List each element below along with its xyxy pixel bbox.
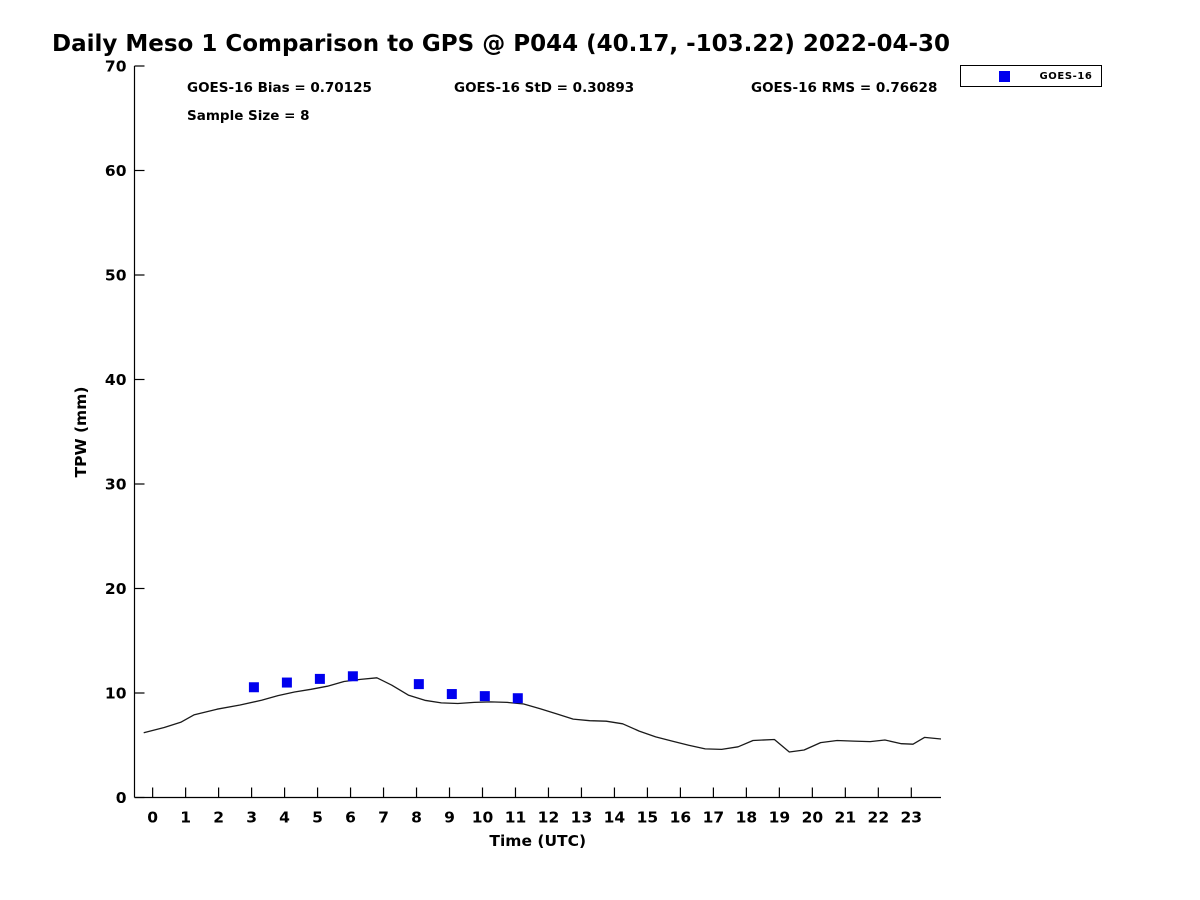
y-tick-label: 20 bbox=[105, 580, 127, 598]
stat-rms: GOES-16 RMS = 0.76628 bbox=[751, 80, 938, 96]
chart-title: Daily Meso 1 Comparison to GPS @ P044 (4… bbox=[52, 31, 951, 57]
goes16-data-marker bbox=[512, 693, 523, 704]
legend-label: GOES-16 bbox=[1039, 71, 1093, 82]
y-tick-label: 10 bbox=[105, 685, 127, 703]
x-tick-label: 4 bbox=[279, 809, 290, 827]
stat-std: GOES-16 StD = 0.30893 bbox=[454, 80, 635, 96]
x-tick-label: 7 bbox=[378, 809, 389, 827]
goes16-data-marker bbox=[281, 677, 292, 688]
x-tick-label: 14 bbox=[604, 809, 626, 827]
x-tick-label: 19 bbox=[769, 809, 791, 827]
x-tick-label: 8 bbox=[411, 809, 422, 827]
x-tick-label: 9 bbox=[444, 809, 455, 827]
goes16-data-marker bbox=[446, 689, 457, 700]
x-tick-label: 2 bbox=[213, 809, 224, 827]
goes16-data-marker bbox=[314, 673, 325, 684]
x-tick-label: 16 bbox=[670, 809, 692, 827]
y-axis-label: TPW (mm) bbox=[72, 387, 90, 478]
goes16-data-marker bbox=[347, 671, 358, 682]
x-tick-label: 18 bbox=[736, 809, 758, 827]
goes16-legend-marker-icon bbox=[999, 71, 1010, 82]
x-tick-label: 20 bbox=[802, 809, 824, 827]
x-tick-label: 5 bbox=[312, 809, 323, 827]
y-tick-label: 70 bbox=[105, 58, 127, 76]
y-tick-label: 0 bbox=[116, 789, 127, 807]
x-tick-label: 23 bbox=[901, 809, 923, 827]
y-tick-label: 40 bbox=[105, 371, 127, 389]
x-tick-label: 3 bbox=[246, 809, 257, 827]
x-axis-label: Time (UTC) bbox=[489, 832, 586, 850]
y-tick-label: 30 bbox=[105, 476, 127, 494]
gps-line bbox=[143, 677, 942, 753]
goes16-data-marker bbox=[479, 691, 490, 702]
stat-bias: GOES-16 Bias = 0.70125 bbox=[187, 80, 372, 96]
x-tick-label: 12 bbox=[538, 809, 560, 827]
x-tick-label: 21 bbox=[835, 809, 857, 827]
x-tick-label: 17 bbox=[703, 809, 725, 827]
y-tick-label: 50 bbox=[105, 267, 127, 285]
x-tick-label: 13 bbox=[571, 809, 593, 827]
y-tick-label: 60 bbox=[105, 162, 127, 180]
x-tick-label: 1 bbox=[180, 809, 191, 827]
stat-sample-size: Sample Size = 8 bbox=[187, 108, 310, 124]
x-tick-label: 0 bbox=[147, 809, 158, 827]
x-tick-label: 11 bbox=[505, 809, 527, 827]
goes16-data-marker bbox=[413, 679, 424, 690]
x-tick-label: 15 bbox=[637, 809, 659, 827]
x-tick-label: 22 bbox=[868, 809, 890, 827]
legend: GOES-16 bbox=[960, 65, 1102, 87]
goes16-data-marker bbox=[248, 682, 259, 693]
x-tick-label: 6 bbox=[345, 809, 356, 827]
x-tick-label: 10 bbox=[472, 809, 494, 827]
